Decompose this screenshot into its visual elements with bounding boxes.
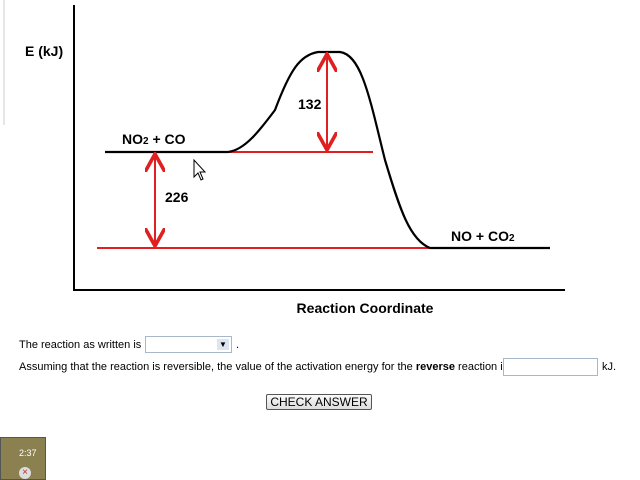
unit-label: kJ.: [602, 361, 616, 373]
reactants-label: NO2 + CO: [122, 131, 186, 147]
question-text: Assuming that the reaction is reversible…: [19, 361, 416, 373]
products-label: NO + CO2: [451, 228, 515, 244]
form-line-1: The reaction as written is: [19, 339, 141, 351]
close-button[interactable]: ×: [19, 467, 31, 479]
unit: kJ.: [602, 361, 617, 373]
energy-input[interactable]: [503, 358, 598, 376]
form-line-1-end: .: [236, 339, 239, 351]
reaction-type-select[interactable]: ▼: [145, 336, 232, 353]
x-axis-label: Reaction Coordinate: [297, 300, 434, 316]
products-subscript: 2: [509, 233, 515, 244]
period: .: [236, 339, 240, 351]
form-line-2: Assuming that the reaction is reversible…: [19, 361, 508, 373]
question-text-end: reaction is: [454, 361, 509, 373]
bold-text: reverse: [415, 361, 455, 373]
prompt-text: The reaction as written is: [19, 339, 142, 351]
reactants-part: + CO: [149, 131, 186, 147]
products-part: NO + CO: [451, 228, 509, 244]
reactants-subscript: 2: [143, 136, 149, 147]
enthalpy-label: 226: [165, 189, 189, 205]
mouse-cursor: [193, 158, 207, 181]
y-axis-label: E (kJ): [25, 43, 63, 59]
select-arrow: ▼: [217, 339, 229, 350]
timer: 2:37: [19, 448, 37, 458]
energy-curve: [105, 50, 550, 250]
player-widget: 2:37 ×: [0, 437, 46, 480]
check-answer-button[interactable]: CHECK ANSWER: [266, 394, 372, 410]
energy-diagram: E (kJ) Reaction Coordinate 132 226 NO2 +…: [3, 0, 565, 316]
reactants-part: NO: [122, 131, 143, 147]
activation-label: 132: [298, 96, 322, 112]
